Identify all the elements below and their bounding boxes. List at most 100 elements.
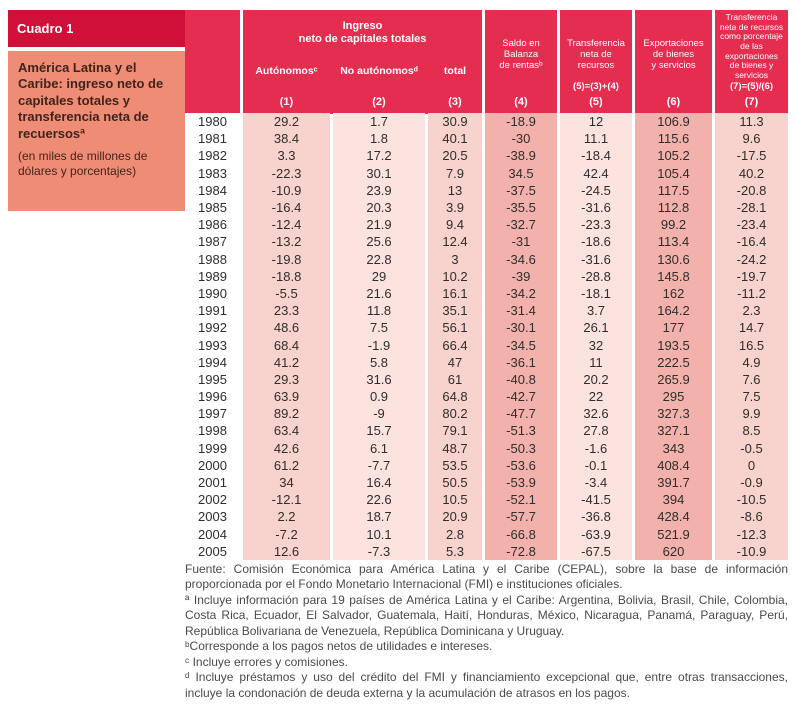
col6-number: (6) [666, 95, 681, 108]
value-cell: -0.9 [715, 473, 788, 492]
value-cell: 11.8 [333, 302, 425, 320]
value-cell: 106.9 [635, 113, 712, 131]
table-body: 1980 29.2 1.7 30.9 -18.9 12 106.9 11.3 1981 38.4 1… [185, 113, 788, 560]
value-cell: -10.5 [715, 491, 788, 509]
table-row: 1981 38.4 1.8 40.1 -30 11.1 115.6 9.6 [185, 130, 788, 148]
value-cell: 34 [243, 473, 330, 492]
value-cell: -42.7 [485, 388, 557, 406]
table-row: 1982 3.3 17.2 20.5 -38.9 -18.4 105.2 -17.5 [185, 147, 788, 165]
year-cell: 1993 [185, 336, 240, 354]
value-cell: 21.6 [333, 284, 425, 303]
year-cell: 1980 [185, 113, 240, 131]
value-cell: -7.7 [333, 456, 425, 474]
value-cell: -36.1 [485, 353, 557, 371]
table-row: 1980 29.2 1.7 30.9 -18.9 12 106.9 11.3 [185, 113, 788, 131]
year-cell: 1996 [185, 388, 240, 406]
value-cell: 7.5 [333, 319, 425, 337]
header-year-column [185, 10, 240, 114]
table-row: 1990 -5.5 21.6 16.1 -34.2 -18.1 162 -11.2 [185, 284, 788, 303]
value-cell: -5.5 [243, 284, 330, 303]
table-row: 1998 63.4 15.7 79.1 -51.3 27.8 327.1 8.5 [185, 422, 788, 440]
value-cell: 99.2 [635, 216, 712, 234]
value-cell: 105.2 [635, 147, 712, 165]
cuadro-label: Cuadro 1 [17, 21, 74, 36]
value-cell: 3 [428, 250, 482, 268]
value-cell: 20.5 [428, 147, 482, 165]
value-cell: 12.4 [428, 233, 482, 251]
value-cell: -19.7 [715, 267, 788, 285]
col7-label: Transferencia neta de recursos como porc… [719, 12, 784, 81]
value-cell: 620 [635, 542, 712, 560]
year-cell: 1987 [185, 233, 240, 251]
year-cell: 1999 [185, 439, 240, 457]
value-cell: 30.9 [428, 113, 482, 131]
year-cell: 2003 [185, 508, 240, 526]
value-cell: 1.7 [333, 113, 425, 131]
value-cell: 16.4 [333, 473, 425, 492]
table-title-panel: América Latina y el Caribe: ingreso neto… [8, 51, 185, 211]
value-cell: -52.1 [485, 491, 557, 509]
value-cell: -41.5 [560, 491, 632, 509]
value-cell: -34.2 [485, 284, 557, 303]
table-row: 1984 -10.9 23.9 13 -37.5 -24.5 117.5 -20.8 [185, 181, 788, 199]
year-cell: 1988 [185, 250, 240, 268]
value-cell: 394 [635, 491, 712, 509]
value-cell: 20.3 [333, 198, 425, 217]
value-cell: -12.4 [243, 216, 330, 234]
value-cell: 48.7 [428, 439, 482, 457]
value-cell: 23.9 [333, 181, 425, 199]
year-cell: 2000 [185, 456, 240, 474]
footnote: ᵈ Incluye préstamos y uso del crédito de… [185, 670, 788, 700]
value-cell: 32 [560, 336, 632, 354]
value-cell: 47 [428, 353, 482, 371]
year-cell: 1985 [185, 198, 240, 217]
col6-label: Exportaciones de bienes y servicios [643, 38, 704, 72]
table-row: 2004 -7.2 10.1 2.8 -66.8 -63.9 521.9 -12.3 [185, 525, 788, 543]
value-cell: -8.6 [715, 508, 788, 526]
value-cell: 56.1 [428, 319, 482, 337]
table-row: 1995 29.3 31.6 61 -40.8 20.2 265.9 7.6 [185, 370, 788, 388]
value-cell: 7.6 [715, 370, 788, 388]
table-row: 2005 12.6 -7.3 5.3 -72.8 -67.5 620 -10.9 [185, 542, 788, 560]
value-cell: 105.4 [635, 164, 712, 182]
value-cell: -35.5 [485, 198, 557, 217]
value-cell: 30.1 [333, 164, 425, 182]
col3-number: (3) [448, 95, 462, 108]
year-cell: 1984 [185, 181, 240, 199]
value-cell: 327.3 [635, 405, 712, 423]
value-cell: -12.3 [715, 525, 788, 543]
value-cell: 265.9 [635, 370, 712, 388]
value-cell: 295 [635, 388, 712, 406]
year-cell: 1998 [185, 422, 240, 440]
subcolumn-labels: Autónomosᶜ No autónomosᵈ total [243, 65, 482, 81]
value-cell: 31.6 [333, 370, 425, 388]
value-cell: -57.7 [485, 508, 557, 526]
col2-label: No autónomosᵈ [340, 64, 418, 77]
value-cell: 40.2 [715, 164, 788, 182]
value-cell: -0.5 [715, 439, 788, 457]
value-cell: 27.8 [560, 422, 632, 440]
value-cell: 11.3 [715, 113, 788, 131]
value-cell: -31.6 [560, 198, 632, 217]
value-cell: -1.9 [333, 336, 425, 354]
value-cell: 20.9 [428, 508, 482, 526]
value-cell: 80.2 [428, 405, 482, 423]
value-cell: 12.6 [243, 542, 330, 560]
value-cell: 343 [635, 439, 712, 457]
group-title: Ingreso neto de capitales totales [298, 20, 427, 46]
value-cell: 25.6 [333, 233, 425, 251]
header-col6: Exportaciones de bienes y servicios (6) [635, 10, 712, 114]
value-cell: 63.4 [243, 422, 330, 440]
value-cell: 7.9 [428, 164, 482, 182]
header-group-capitales: Ingreso neto de capitales totales Autóno… [243, 10, 482, 114]
value-cell: 1.8 [333, 130, 425, 148]
value-cell: 3.9 [428, 198, 482, 217]
value-cell: -18.6 [560, 233, 632, 251]
table-row: 1994 41.2 5.8 47 -36.1 11 222.5 4.9 [185, 353, 788, 371]
value-cell: -9 [333, 405, 425, 423]
value-cell: 9.6 [715, 130, 788, 148]
value-cell: 35.1 [428, 302, 482, 320]
value-cell: -1.6 [560, 439, 632, 457]
value-cell: 8.5 [715, 422, 788, 440]
value-cell: -22.3 [243, 164, 330, 182]
